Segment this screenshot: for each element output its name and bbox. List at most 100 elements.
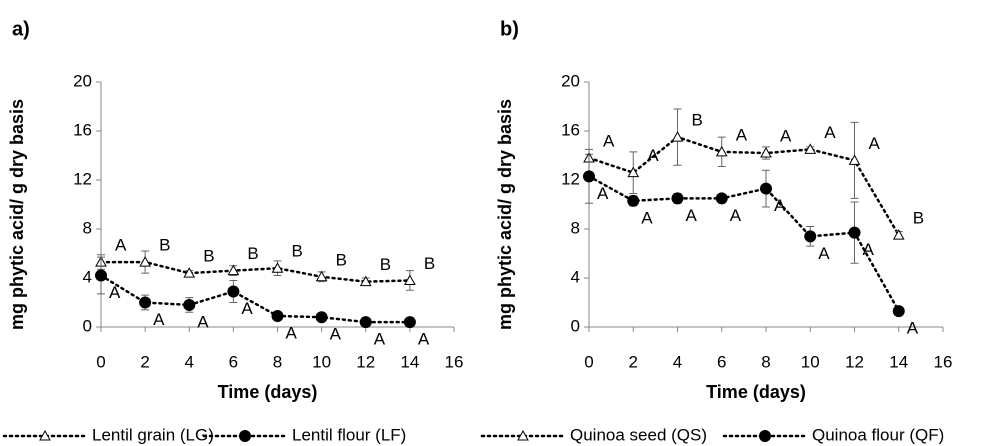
triangle-marker bbox=[671, 131, 684, 142]
x-tick-label: 0 bbox=[584, 352, 593, 371]
circle-marker bbox=[227, 285, 240, 298]
x-tick-label: 12 bbox=[356, 352, 375, 371]
circle-marker bbox=[183, 298, 196, 311]
circle-marker bbox=[892, 305, 905, 318]
triangle-marker bbox=[760, 147, 772, 158]
triangle-marker bbox=[892, 229, 905, 240]
y-tick-label: 0 bbox=[571, 316, 580, 335]
circle-marker bbox=[804, 230, 817, 243]
letter-label: B bbox=[913, 209, 924, 228]
letter-label: A bbox=[869, 134, 881, 153]
series-line bbox=[587, 175, 900, 313]
y-tick-label: 16 bbox=[73, 120, 92, 139]
x-tick-label: 10 bbox=[801, 352, 820, 371]
y-tick-label: 16 bbox=[561, 120, 580, 139]
triangle-marker bbox=[271, 262, 284, 273]
letter-label: A bbox=[686, 206, 698, 225]
y-tick-label: 20 bbox=[561, 71, 580, 90]
y-tick-label: 4 bbox=[83, 267, 92, 286]
legend-marker bbox=[39, 429, 51, 441]
letter-label: B bbox=[247, 244, 258, 263]
letter-label: A bbox=[818, 244, 830, 263]
legend-marker bbox=[239, 430, 251, 442]
letter-label: A bbox=[647, 146, 659, 165]
triangle-marker bbox=[227, 264, 240, 276]
letter-label: B bbox=[380, 255, 391, 274]
x-tick-label: 12 bbox=[845, 352, 864, 371]
letter-label: A bbox=[730, 206, 742, 225]
legend-label: Lentil flour (LF) bbox=[292, 425, 406, 444]
letter-label: A bbox=[597, 184, 609, 203]
x-tick-label: 4 bbox=[673, 352, 682, 371]
letter-label: B bbox=[292, 242, 303, 261]
letter-label: B bbox=[203, 247, 214, 266]
triangle-marker bbox=[848, 154, 861, 165]
circle-marker bbox=[583, 170, 595, 183]
x-tick-label: 10 bbox=[312, 352, 331, 371]
letter-label: A bbox=[197, 312, 209, 331]
x-tick-label: 6 bbox=[229, 352, 238, 371]
y-axis-label: mg phytic acid/ g dry basis bbox=[7, 99, 27, 330]
y-axis-label: mg phytic acid/ g dry basis bbox=[495, 99, 515, 330]
x-tick-label: 14 bbox=[400, 352, 419, 371]
x-tick-label: 0 bbox=[96, 352, 105, 371]
letter-label: A bbox=[907, 319, 919, 338]
letter-label: A bbox=[153, 310, 165, 329]
letter-label: A bbox=[603, 131, 615, 150]
letter-label: B bbox=[159, 236, 170, 255]
x-tick-label: 2 bbox=[629, 352, 638, 371]
circle-marker bbox=[627, 194, 640, 207]
letter-label: A bbox=[863, 240, 875, 259]
panel-title: b) bbox=[500, 18, 519, 40]
legend-marker bbox=[517, 429, 529, 441]
x-axis-label: Time (days) bbox=[706, 382, 806, 402]
triangle-marker bbox=[183, 267, 196, 278]
x-tick-label: 16 bbox=[934, 352, 953, 371]
x-tick-label: 8 bbox=[761, 352, 770, 371]
circle-marker bbox=[760, 182, 772, 195]
x-tick-label: 4 bbox=[185, 352, 194, 371]
triangle-marker bbox=[139, 256, 151, 267]
circle-marker bbox=[359, 316, 372, 329]
series-line bbox=[99, 274, 412, 324]
legend-marker bbox=[759, 430, 771, 442]
y-tick-label: 12 bbox=[561, 169, 580, 188]
y-tick-label: 8 bbox=[83, 218, 92, 237]
letter-label: A bbox=[780, 127, 792, 146]
letter-label: A bbox=[374, 330, 386, 349]
letter-label: B bbox=[336, 250, 347, 269]
triangle-marker bbox=[404, 274, 416, 285]
panel-title: a) bbox=[12, 18, 30, 40]
x-tick-label: 2 bbox=[140, 352, 149, 371]
letter-label: A bbox=[286, 323, 298, 342]
x-axis-label: Time (days) bbox=[218, 382, 318, 402]
triangle-marker bbox=[315, 270, 328, 282]
circle-marker bbox=[95, 269, 107, 282]
circle-marker bbox=[671, 192, 684, 205]
y-tick-label: 20 bbox=[73, 71, 92, 90]
letter-label: A bbox=[115, 236, 127, 255]
letter-label: A bbox=[109, 283, 121, 302]
legend-label: Quinoa seed (QS) bbox=[570, 425, 707, 444]
letter-label: A bbox=[774, 196, 786, 215]
letter-label: A bbox=[418, 330, 430, 349]
series-line bbox=[99, 260, 412, 283]
letter-label: A bbox=[330, 325, 342, 344]
triangle-marker bbox=[627, 166, 640, 178]
letter-label: A bbox=[641, 208, 653, 227]
circle-marker bbox=[848, 226, 861, 239]
y-tick-label: 12 bbox=[73, 169, 92, 188]
triangle-marker bbox=[715, 145, 728, 157]
circle-marker bbox=[271, 309, 284, 322]
letter-label: A bbox=[824, 123, 836, 142]
series-line bbox=[587, 135, 900, 237]
circle-marker bbox=[139, 296, 152, 309]
circle-marker bbox=[403, 316, 416, 329]
triangle-marker bbox=[804, 143, 817, 154]
y-tick-label: 0 bbox=[83, 316, 92, 335]
x-tick-label: 14 bbox=[889, 352, 908, 371]
x-tick-label: 8 bbox=[273, 352, 282, 371]
legend-label: Lentil grain (LG) bbox=[92, 425, 214, 444]
letter-label: B bbox=[424, 254, 435, 273]
